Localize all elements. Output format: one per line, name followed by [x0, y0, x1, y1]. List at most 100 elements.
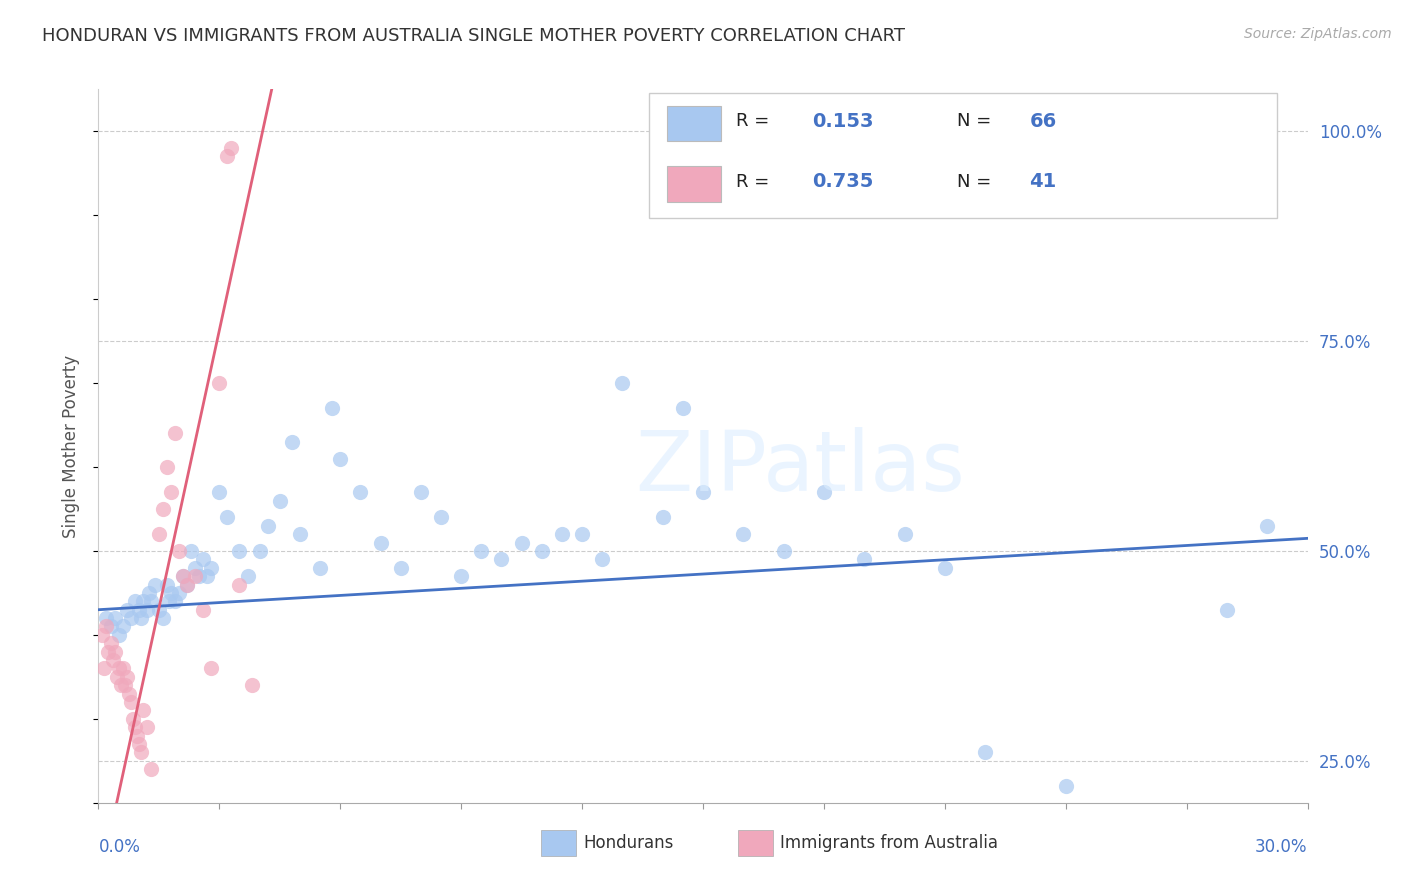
Point	[118, 687, 141, 701]
Point	[893, 527, 915, 541]
Point	[221, 141, 243, 155]
Point	[1175, 863, 1198, 877]
Point	[160, 485, 183, 500]
Point	[184, 569, 207, 583]
Y-axis label: Single Mother Poverty: Single Mother Poverty	[62, 354, 80, 538]
Point	[733, 527, 755, 541]
Point	[974, 746, 997, 760]
Point	[176, 577, 198, 591]
Point	[1054, 779, 1077, 793]
Point	[193, 603, 215, 617]
Point	[389, 560, 412, 574]
Point	[96, 611, 118, 625]
Point	[309, 560, 332, 574]
Point	[853, 552, 876, 566]
Point	[100, 636, 122, 650]
Text: ZIPatlas: ZIPatlas	[634, 427, 965, 508]
Point	[111, 619, 134, 633]
Text: Hondurans: Hondurans	[583, 834, 673, 852]
Point	[240, 678, 263, 692]
Point	[450, 569, 472, 583]
Point	[217, 149, 239, 163]
Point	[143, 804, 166, 818]
Point	[188, 569, 211, 583]
FancyBboxPatch shape	[666, 105, 721, 141]
Point	[172, 569, 194, 583]
Point	[157, 594, 180, 608]
Text: R =: R =	[735, 173, 775, 191]
Point	[208, 485, 231, 500]
Point	[612, 376, 634, 390]
FancyBboxPatch shape	[666, 166, 721, 202]
Point	[103, 645, 125, 659]
Point	[409, 485, 432, 500]
Point	[152, 502, 174, 516]
Point	[672, 401, 695, 416]
Point	[125, 729, 148, 743]
Point	[163, 426, 186, 441]
Point	[772, 544, 794, 558]
Point	[148, 527, 170, 541]
Point	[143, 577, 166, 591]
Point	[129, 746, 152, 760]
Point	[138, 586, 160, 600]
Text: R =: R =	[735, 112, 775, 130]
Point	[120, 695, 142, 709]
Point	[288, 527, 311, 541]
Point	[135, 603, 157, 617]
Point	[176, 577, 198, 591]
Point	[193, 552, 215, 566]
Point	[430, 510, 453, 524]
Point	[934, 560, 956, 574]
Point	[228, 577, 250, 591]
Text: Source: ZipAtlas.com: Source: ZipAtlas.com	[1244, 27, 1392, 41]
Point	[200, 560, 222, 574]
Point	[107, 661, 129, 675]
Point	[115, 603, 138, 617]
Point	[349, 485, 371, 500]
Point	[184, 560, 207, 574]
Point	[93, 661, 115, 675]
Point	[148, 603, 170, 617]
Text: 0.0%: 0.0%	[98, 838, 141, 856]
Point	[167, 586, 190, 600]
Point	[132, 594, 155, 608]
Point	[651, 510, 673, 524]
FancyBboxPatch shape	[648, 93, 1278, 218]
Point	[156, 577, 179, 591]
Point	[571, 527, 593, 541]
Point	[128, 737, 150, 751]
Point	[114, 678, 136, 692]
Point	[103, 611, 125, 625]
Point	[180, 544, 202, 558]
Point	[1216, 603, 1239, 617]
Point	[139, 594, 162, 608]
Point	[813, 485, 835, 500]
Point	[167, 544, 190, 558]
Point	[124, 720, 146, 734]
Text: 0.735: 0.735	[811, 172, 873, 192]
Point	[208, 376, 231, 390]
Point	[256, 518, 278, 533]
Point	[217, 510, 239, 524]
Point	[249, 544, 271, 558]
Point	[551, 527, 574, 541]
Text: 30.0%: 30.0%	[1256, 838, 1308, 856]
Point	[100, 619, 122, 633]
Point	[256, 821, 278, 835]
Point	[156, 460, 179, 475]
Point	[101, 653, 124, 667]
Point	[172, 569, 194, 583]
Point	[111, 661, 134, 675]
Point	[110, 678, 132, 692]
Point	[269, 493, 291, 508]
Point	[96, 619, 118, 633]
Point	[107, 628, 129, 642]
Point	[236, 569, 259, 583]
Point	[129, 611, 152, 625]
Point	[121, 712, 143, 726]
Text: 0.153: 0.153	[811, 112, 873, 131]
Point	[128, 603, 150, 617]
Point	[135, 720, 157, 734]
Point	[105, 670, 128, 684]
